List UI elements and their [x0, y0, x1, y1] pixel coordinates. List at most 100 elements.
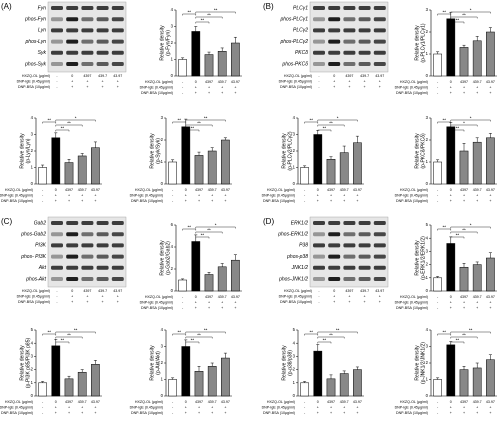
blot-band: [343, 221, 356, 225]
significance-bracket: [317, 341, 332, 344]
error-bar: [220, 263, 224, 267]
y-axis-label: Relative density: [414, 25, 420, 61]
condition-value: +: [450, 411, 452, 415]
blot-band: [81, 39, 94, 44]
condition-value: -: [42, 400, 44, 404]
blot-band: [373, 28, 386, 33]
error-bar: [316, 344, 320, 352]
y-tick-label: 4: [293, 340, 296, 345]
blot-band: [313, 254, 325, 259]
y-tick-label: 0: [426, 73, 429, 78]
blot-band: [96, 6, 109, 10]
condition-label: HXZQ-OL (μg/ml): [267, 188, 295, 192]
condition-label: DNP-IgE (0.45μg/ml): [130, 405, 163, 409]
significance-label: **: [204, 328, 208, 333]
blot-band: [373, 277, 386, 281]
condition-label: DNP-IgE (0.45μg/ml): [130, 193, 163, 197]
blot-band: [96, 265, 109, 270]
bar: [446, 344, 456, 397]
significance-bracket: [185, 129, 200, 132]
y-tick-label: 2: [426, 262, 429, 267]
condition-label: HXZQ-OL (μg/ml): [22, 289, 50, 293]
error-bar: [342, 145, 346, 153]
condition-value: +: [330, 411, 332, 415]
error-bar: [93, 360, 97, 365]
y-axis-label: Relative density: [281, 345, 287, 381]
condition-label: DNP-IgE (0.45μg/ml): [262, 405, 295, 409]
condition-value: +: [185, 411, 187, 415]
error-bar: [41, 381, 45, 383]
y-tick-label: 2: [171, 266, 174, 271]
blot-band: [328, 254, 341, 259]
significance-label: **: [442, 225, 446, 230]
bar: [204, 54, 214, 77]
condition-value: +: [364, 79, 366, 83]
condition-value: +: [224, 193, 226, 197]
error-bar: [181, 57, 185, 60]
significance-bracket: [182, 228, 196, 231]
y-tick-label: 0: [293, 181, 296, 186]
y-axis-label: (p-Gab2/Gab2): [165, 241, 171, 275]
significance-bracket: [55, 129, 70, 132]
condition-value: 439.7: [78, 188, 87, 192]
significance-bracket: [450, 226, 491, 229]
blot-band: [66, 243, 79, 248]
blot-band: [66, 277, 79, 281]
y-tick-label: 6: [171, 222, 174, 227]
blot-band: [328, 62, 341, 66]
condition-value: 43.97: [113, 74, 122, 78]
blot-band: [111, 28, 124, 33]
error-bar: [436, 51, 440, 54]
condition-label: DNP-IgE (0.45μg/ml): [0, 193, 33, 197]
panel-label: (D): [263, 217, 274, 226]
condition-value: -: [318, 74, 320, 78]
significance-label: **: [456, 338, 460, 343]
condition-value: 4397: [65, 400, 73, 404]
blot-band: [81, 232, 94, 237]
condition-value: +: [379, 294, 381, 298]
y-tick-label: 1: [161, 159, 164, 164]
significance-label: **: [309, 330, 313, 335]
blot-band: [96, 232, 109, 237]
condition-value: +: [81, 411, 83, 415]
condition-value: +: [117, 294, 119, 298]
condition-value: +: [86, 79, 88, 83]
blot-band: [328, 50, 341, 55]
error-bar: [462, 143, 466, 151]
condition-value: +: [198, 411, 200, 415]
blot-frame: [47, 1, 127, 73]
blot-band: [81, 254, 94, 259]
condition-value: 4397: [195, 188, 203, 192]
condition-label: DNP-IgE (0.45μg/ml): [0, 405, 33, 409]
significance-bracket: [450, 119, 491, 122]
y-axis-label: Relative density: [19, 345, 25, 381]
blot-band: [313, 265, 325, 270]
condition-value: +: [68, 411, 70, 415]
blot-band: [81, 50, 94, 55]
condition-value: 0: [71, 289, 73, 293]
bar: [194, 371, 204, 397]
y-axis-label: (p-PI3K p85/PI3K p85): [25, 338, 31, 389]
condition-value: +: [94, 411, 96, 415]
blot-band: [66, 17, 79, 22]
y-axis-label: Relative density: [149, 345, 155, 381]
blot-band: [111, 254, 124, 259]
blot-band: [343, 17, 356, 22]
condition-value: +: [348, 300, 350, 304]
y-tick-label: 4: [171, 244, 174, 249]
condition-value: 4397: [83, 289, 91, 293]
blot-band: [313, 232, 325, 237]
bar: [191, 241, 201, 292]
condition-value: +: [463, 199, 465, 203]
condition-value: +: [68, 405, 70, 409]
condition-label: HXZQ-OL (μg/ml): [135, 188, 163, 192]
blot-band: [81, 277, 94, 281]
bar: [91, 364, 100, 397]
condition-value: 4397: [460, 400, 468, 404]
blot-band: [373, 221, 386, 225]
blot-band: [111, 50, 124, 55]
condition-label: HXZQ-OL (μg/ml): [400, 400, 428, 404]
error-bar: [488, 27, 492, 32]
blot-band: [343, 243, 356, 248]
y-tick-label: 1: [293, 380, 296, 385]
